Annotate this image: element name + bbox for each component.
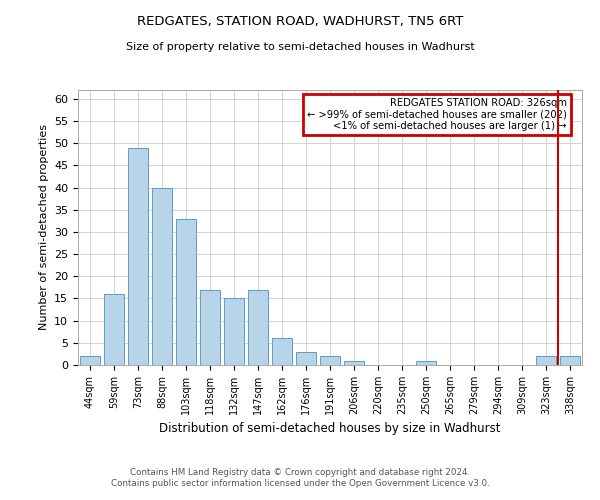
Bar <box>536 356 556 365</box>
Bar <box>416 360 436 365</box>
Bar <box>152 188 172 365</box>
Bar <box>80 356 100 365</box>
Bar <box>128 148 148 365</box>
Bar <box>200 290 220 365</box>
X-axis label: Distribution of semi-detached houses by size in Wadhurst: Distribution of semi-detached houses by … <box>159 422 501 436</box>
Bar <box>560 356 580 365</box>
Bar <box>104 294 124 365</box>
Text: REDGATES, STATION ROAD, WADHURST, TN5 6RT: REDGATES, STATION ROAD, WADHURST, TN5 6R… <box>137 15 463 28</box>
Bar <box>224 298 244 365</box>
Text: Contains HM Land Registry data © Crown copyright and database right 2024.
Contai: Contains HM Land Registry data © Crown c… <box>110 468 490 487</box>
Bar <box>176 218 196 365</box>
Bar <box>320 356 340 365</box>
Bar <box>344 360 364 365</box>
Bar <box>248 290 268 365</box>
Bar <box>296 352 316 365</box>
Bar <box>272 338 292 365</box>
Text: Size of property relative to semi-detached houses in Wadhurst: Size of property relative to semi-detach… <box>125 42 475 52</box>
Text: REDGATES STATION ROAD: 326sqm
← >99% of semi-detached houses are smaller (202)
<: REDGATES STATION ROAD: 326sqm ← >99% of … <box>307 98 567 132</box>
Y-axis label: Number of semi-detached properties: Number of semi-detached properties <box>38 124 49 330</box>
